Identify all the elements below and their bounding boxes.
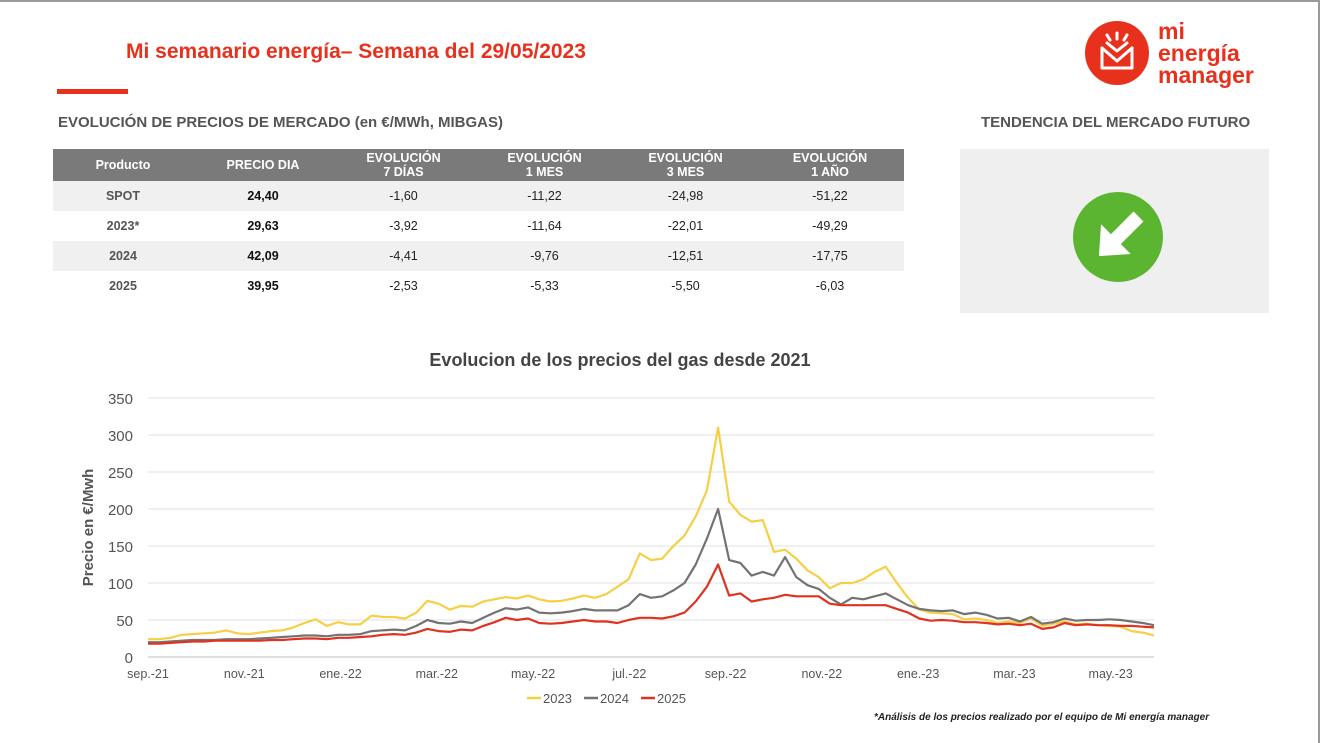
change-1m-cell: -9,76 [474,241,615,271]
title-underline [57,89,128,94]
column-header: EVOLUCIÓN 1 MES [474,149,615,181]
series-line-2024 [148,507,1155,644]
x-tick-label: mar.-23 [993,667,1035,681]
change-1y-cell: -17,75 [756,241,904,271]
series-line-2023 [148,426,1155,641]
market-prices-table: Producto PRECIO DIA EVOLUCIÓN 7 DÍAS EVO… [53,149,904,301]
change-3m-cell: -22,01 [667,219,704,233]
logo-icon [1085,21,1149,85]
table-row: SPOT 24,40 -1,60 -11,22 -24,98 -51,22 [53,181,904,211]
y-tick-label: 300 [108,428,133,445]
y-tick-label: 250 [108,465,133,482]
change-7d-cell: -4,41 [333,241,474,271]
table-row: 2025 39,95 -2,53 -5,33 -5,50 -6,03 [53,271,904,301]
y-tick-label: 0 [125,650,133,667]
x-tick-label: ene.-22 [319,667,361,681]
change-3m-cell: -12,51 [615,241,756,271]
gas-price-chart: 0 50 100 150 200 250 300 350 sep.-21 nov.-21 ene.-… [80,391,1155,706]
x-tick-label: ene.-23 [897,667,939,681]
price-cell: 29,63 [247,219,279,233]
x-tick-label: may.-22 [511,667,555,681]
logo-line: energía [1158,40,1240,66]
legend-label: 2025 [657,691,686,706]
logo-line: mi [1158,18,1185,44]
price-cell: 39,95 [247,279,279,293]
column-header: EVOLUCIÓN 3 MES [615,149,756,181]
y-axis-label: Precio en €/Mwh [80,469,97,587]
change-1y-cell: -6,03 [815,279,845,293]
change-1m-cell: -11,64 [527,219,562,233]
change-7d-cell: -3,92 [389,219,418,233]
change-1y-cell: -51,22 [756,181,904,211]
future-trend-heading: TENDENCIA DEL MERCADO FUTURO [981,114,1251,131]
y-tick-label: 200 [108,502,133,519]
change-7d-cell: -1,60 [333,181,474,211]
x-tick-label: may.-23 [1089,667,1133,681]
x-tick-label: sep.-22 [705,667,747,681]
legend-label: 2023 [543,691,572,706]
x-tick-label: nov.-22 [801,667,842,681]
x-tick-label: sep.-21 [127,667,169,681]
y-tick-label: 150 [108,539,133,556]
y-tick-label: 100 [108,576,133,593]
product-cell: SPOT [53,181,193,211]
series-line-2025 [148,563,1155,645]
change-3m-cell: -24,98 [615,181,756,211]
product-cell: 2024 [53,241,193,271]
x-tick-label: jul.-22 [611,667,646,681]
x-tick-label: mar.-22 [416,667,458,681]
logo-line: manager [1158,62,1254,88]
x-tick-label: nov.-21 [224,667,265,681]
footnote: *Análisis de los precios realizado por e… [874,712,1210,723]
change-1m-cell: -5,33 [530,279,559,293]
y-tick-label: 50 [116,613,133,630]
trend-panel [960,149,1269,313]
table-row: 2023* 29,63 -3,92 -11,64 -22,01 -49,29 [53,211,904,241]
arrow-down-right-icon [1073,192,1163,282]
y-tick-label: 350 [108,391,133,408]
column-header: EVOLUCIÓN 1 AÑO [756,149,904,181]
price-cell: 42,09 [193,241,333,271]
product-cell: 2025 [109,279,137,293]
change-7d-cell: -2,53 [389,279,418,293]
column-header: PRECIO DIA [193,149,333,181]
column-header: Producto [53,149,193,181]
column-header: EVOLUCIÓN 7 DÍAS [333,149,474,181]
top-border [0,0,1320,2]
brand-logo: mi energía manager [1085,18,1275,93]
price-cell: 24,40 [193,181,333,211]
table-header-row: Producto PRECIO DIA EVOLUCIÓN 7 DÍAS EVO… [53,149,904,181]
product-cell: 2023* [106,219,140,233]
legend-label: 2024 [600,691,629,706]
market-prices-heading: EVOLUCIÓN DE PRECIOS DE MERCADO (en €/MW… [58,114,504,131]
change-1m-cell: -11,22 [474,181,615,211]
page-title: Mi semanario energía– Semana del 29/05/2… [126,40,586,63]
change-1y-cell: -49,29 [812,219,848,233]
logo-text: mi energía manager [1158,18,1254,88]
right-border [1318,0,1320,743]
chart-title: Evolucion de los precios del gas desde 2… [429,350,811,370]
table-row: 2024 42,09 -4,41 -9,76 -12,51 -17,75 [53,241,904,271]
change-3m-cell: -5,50 [671,279,700,293]
